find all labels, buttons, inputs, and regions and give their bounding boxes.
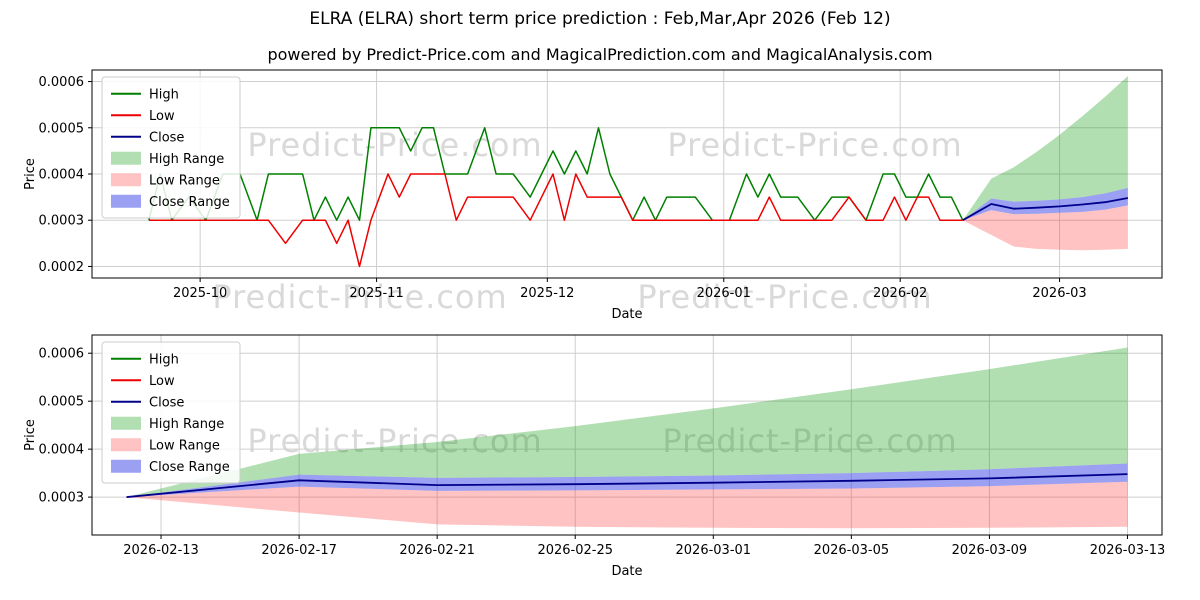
legend-label: High xyxy=(149,87,179,102)
axes-frame xyxy=(91,334,1163,536)
legend-label: High Range xyxy=(149,152,224,167)
x-tick-label: 2025-12 xyxy=(520,286,574,301)
watermark-text: Predict-Price.com xyxy=(212,278,508,316)
legend-swatch-high_range xyxy=(111,151,141,165)
legend-label: Close xyxy=(149,395,184,410)
close-range-band xyxy=(962,187,1128,221)
x-tick-label: 2026-03-13 xyxy=(1090,543,1166,558)
x-tick-label: 2026-02-21 xyxy=(399,543,475,558)
legend-label: Low Range xyxy=(149,173,220,188)
bottom-chart: 2026-02-13 2026-02-17 2026-02-21 2026-02-25… xyxy=(23,334,1166,579)
watermark-text: Predict-Price.com xyxy=(662,422,957,460)
x-axis-label: Date xyxy=(611,307,642,322)
y-tick-label: 0.0006 xyxy=(39,75,85,90)
legend-swatch-close_range xyxy=(111,194,141,208)
high-line xyxy=(148,127,964,221)
legend-swatch-close_range xyxy=(111,459,141,473)
watermark-text: Predict-Price.com xyxy=(247,422,543,460)
legend-label: High Range xyxy=(149,417,224,432)
high-range-band xyxy=(126,347,1128,498)
top-chart: 2025-10 2025-11 2025-12 2026-01 2026-02 2026-… xyxy=(23,69,1163,322)
legend-swatch-low_range xyxy=(111,173,141,187)
watermark-text: Predict-Price.com xyxy=(667,126,963,164)
y-tick-label: 0.0006 xyxy=(39,347,85,362)
y-axis-label: Price xyxy=(23,419,38,451)
x-tick-label: 2026-03-01 xyxy=(676,543,752,558)
y-tick-label: 0.0005 xyxy=(39,395,85,410)
legend-swatch-low_range xyxy=(111,438,141,452)
x-tick-label: 2026-02 xyxy=(873,286,927,301)
x-tick-label: 2026-03-09 xyxy=(952,543,1028,558)
legend-label: High xyxy=(149,352,179,367)
x-tick-label: 2025-11 xyxy=(349,286,403,301)
y-tick-label: 0.0004 xyxy=(39,443,85,458)
y-tick-label: 0.0004 xyxy=(39,168,85,183)
x-axis-label: Date xyxy=(611,564,642,579)
low-range-band xyxy=(962,205,1128,251)
legend-label: Close xyxy=(149,130,184,145)
legend-box xyxy=(101,76,241,219)
legend-label: Low Range xyxy=(149,438,220,453)
high-range-band xyxy=(962,76,1128,221)
x-tick-label: 2025-10 xyxy=(173,286,227,301)
legend-label: Low xyxy=(149,109,175,124)
legend-label: Close Range xyxy=(149,460,230,475)
y-tick-label: 0.0003 xyxy=(39,214,85,229)
x-tick-label: 2026-03-05 xyxy=(814,543,890,558)
chart-subtitle: powered by Predict-Price.com and Magical… xyxy=(267,45,933,64)
x-tick-label: 2026-02-17 xyxy=(261,543,337,558)
low-line xyxy=(148,173,963,268)
legend-box xyxy=(101,341,241,484)
x-tick-label: 2026-02-25 xyxy=(537,543,613,558)
legend-label: Low xyxy=(149,374,175,389)
y-axis-label: Price xyxy=(23,158,38,190)
low-range-band xyxy=(126,481,1128,529)
close-line xyxy=(962,197,1129,221)
y-tick-label: 0.0002 xyxy=(39,260,85,275)
x-tick-label: 2026-01 xyxy=(697,286,751,301)
chart-title: ELRA (ELRA) short term price prediction … xyxy=(309,9,891,29)
x-tick-label: 2026-03 xyxy=(1032,286,1086,301)
close-range-band xyxy=(126,463,1128,498)
x-tick-label: 2026-02-13 xyxy=(123,543,199,558)
close-line xyxy=(126,473,1128,498)
legend-label: Close Range xyxy=(149,195,230,210)
watermark-text: Predict-Price.com xyxy=(637,278,933,316)
y-tick-label: 0.0005 xyxy=(39,121,85,136)
legend-swatch-high_range xyxy=(111,416,141,430)
y-tick-label: 0.0003 xyxy=(39,491,85,506)
